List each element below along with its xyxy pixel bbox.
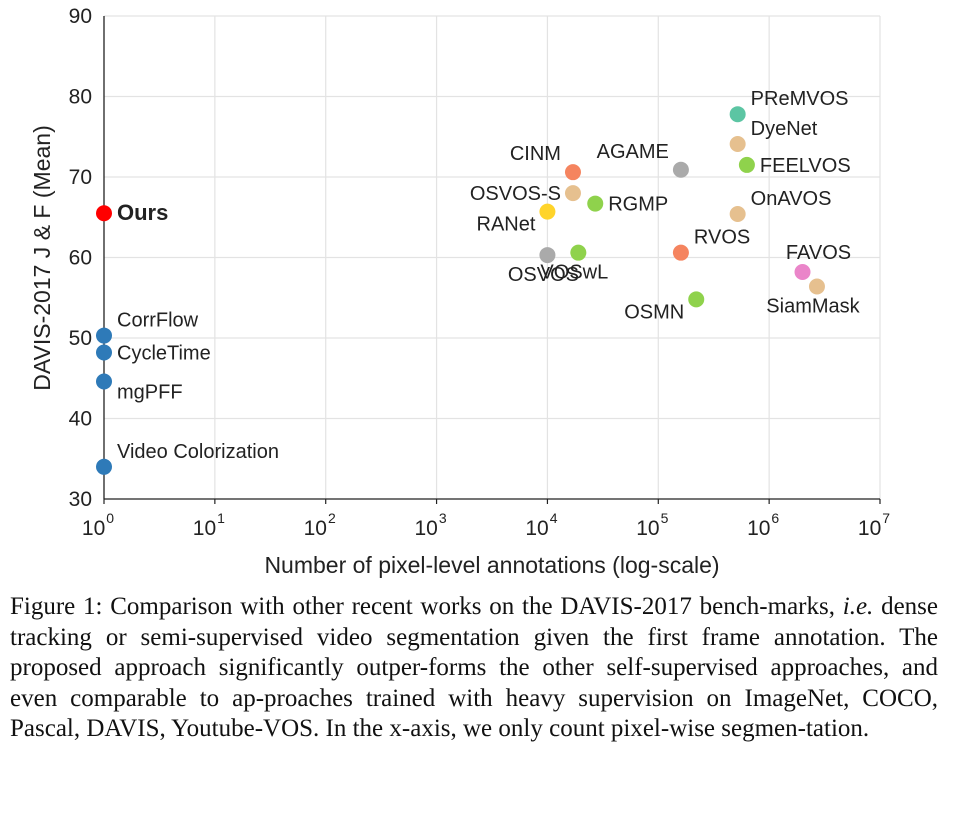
y-tick-label-30: 30 — [69, 488, 92, 511]
point-label-onavos: OnAVOS — [751, 188, 832, 210]
point-osmn — [688, 291, 705, 308]
x-tick-exponent-6: 6 — [771, 510, 779, 526]
point-premvos — [729, 106, 746, 123]
x-tick-exponent-4: 4 — [550, 510, 558, 526]
point-onavos — [729, 206, 746, 223]
y-axis-title: DAVIS-2017 J & F (Mean) — [29, 125, 55, 390]
x-tick-label-4: 104 — [525, 510, 557, 540]
x-tick-exponent-5: 5 — [661, 510, 669, 526]
x-tick-label-2: 102 — [304, 510, 336, 540]
x-tick-exponent-2: 2 — [328, 510, 336, 526]
point-cycletime — [96, 344, 112, 361]
x-tick-label-6: 106 — [747, 510, 779, 540]
point-labels: Ours CorrFlow CycleTime mgPFF Video Coloriza… — [117, 88, 861, 463]
y-tick-label-50: 50 — [69, 327, 92, 350]
point-label-agame: AGAME — [597, 141, 669, 163]
point-label-ours: Ours — [117, 200, 168, 225]
x-axis-title: Number of pixel-level annotations (log-s… — [264, 552, 719, 578]
x-tick-label-1: 101 — [193, 510, 225, 540]
x-tick-exponent-3: 3 — [439, 510, 447, 526]
data-points — [96, 106, 825, 475]
point-label-mgpff: mgPFF — [117, 381, 183, 403]
y-tick-label-90: 90 — [69, 5, 92, 28]
point-label-premvos: PReMVOS — [751, 88, 849, 110]
x-tick-label-7: 107 — [858, 510, 890, 540]
point-rgmp — [587, 195, 604, 212]
y-tick-label-70: 70 — [69, 166, 92, 189]
point-label-cinm: CINM — [510, 143, 561, 165]
point-rvos — [672, 244, 689, 261]
point-label-osvos: OSVOS — [508, 264, 579, 286]
point-video-colorization — [96, 458, 112, 475]
point-label-favos: FAVOS — [786, 242, 851, 264]
point-label-video-colorization: Video Colorization — [117, 441, 279, 463]
y-tick-label-60: 60 — [69, 247, 92, 270]
point-dyenet — [729, 135, 746, 152]
point-label-osvos-s: OSVOS-S — [470, 183, 561, 205]
point-voswl — [570, 244, 587, 261]
point-label-siammask: SiamMask — [766, 295, 860, 317]
point-osvos — [539, 247, 556, 264]
point-label-dyenet: DyeNet — [751, 118, 818, 140]
x-tick-label-0: 100 — [82, 510, 114, 540]
x-tick-label-3: 103 — [414, 510, 446, 540]
caption-text-start: Figure 1: Comparison with other recent w… — [10, 593, 843, 620]
point-label-corrflow: CorrFlow — [117, 310, 199, 332]
point-feelvos — [738, 156, 755, 173]
point-corrflow — [96, 327, 112, 344]
point-label-cycletime: CycleTime — [117, 342, 211, 364]
point-label-rvos: RVOS — [694, 227, 750, 249]
point-label-voswl: VOSwL — [540, 262, 608, 284]
point-osvos-s — [564, 185, 581, 202]
caption-italic-ie: i.e. — [842, 593, 874, 620]
y-tick-label-80: 80 — [69, 86, 92, 109]
x-tick-label-5: 105 — [636, 510, 668, 540]
point-ranet — [539, 203, 556, 220]
point-label-feelvos: FEELVOS — [760, 155, 851, 177]
point-siammask — [808, 278, 825, 295]
figure-caption: Figure 1: Comparison with other recent w… — [10, 592, 938, 745]
x-tick-exponent-1: 1 — [217, 510, 225, 526]
point-label-rgmp: RGMP — [608, 194, 668, 216]
axes — [103, 16, 881, 504]
caption-text-end: dense tracking or semi-supervised video … — [10, 593, 939, 742]
y-tick-label-40: 40 — [69, 408, 92, 431]
grid-lines — [104, 15, 881, 499]
point-label-ranet: RANet — [477, 214, 536, 236]
point-mgpff — [96, 373, 112, 390]
point-favos — [794, 263, 811, 280]
point-ours — [96, 205, 112, 222]
x-tick-exponent-7: 7 — [882, 510, 890, 526]
point-cinm — [564, 164, 581, 181]
x-tick-exponent-0: 0 — [106, 510, 114, 526]
point-agame — [672, 161, 689, 178]
point-label-osmn: OSMN — [624, 301, 684, 323]
